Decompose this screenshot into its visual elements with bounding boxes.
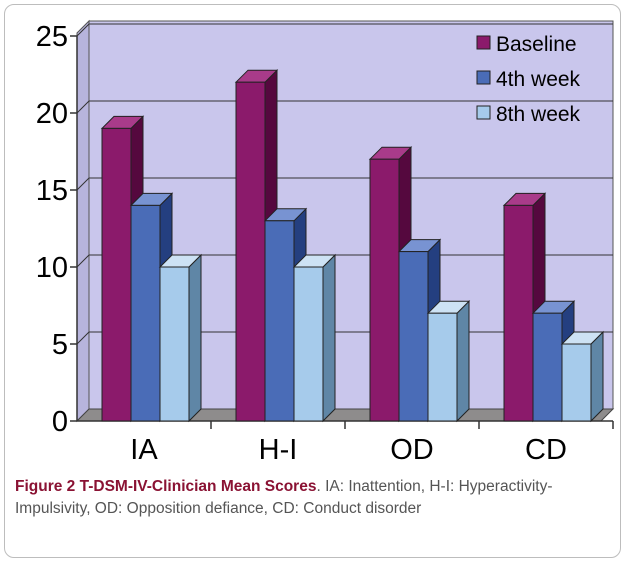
x-tick-label: H-I xyxy=(259,434,298,466)
figure-caption: Figure 2 T-DSM-IV-Clinician Mean Scores.… xyxy=(15,476,613,520)
bar xyxy=(263,207,308,423)
bar-front xyxy=(264,220,295,422)
gridline xyxy=(76,100,613,114)
x-tick-label: CD xyxy=(525,434,567,466)
caption-label: Figure 2 T-DSM-IV-Clinician Mean Scores xyxy=(15,478,317,495)
bar-front xyxy=(503,204,534,422)
plot-side-wall xyxy=(76,19,90,423)
legend: Baseline 4th week 8th week xyxy=(476,33,581,126)
bar xyxy=(292,253,337,423)
legend-label: Baseline xyxy=(496,33,577,56)
bar-front xyxy=(369,158,400,422)
bar-front xyxy=(398,251,429,422)
legend-label: 4th week xyxy=(496,68,581,91)
y-tick-label: 25 xyxy=(36,21,68,53)
bar-chart: 0 5 10 15 20 25 IA H-I OD CD Baseline 4th week 8th w… xyxy=(36,19,615,466)
bar-side xyxy=(188,253,202,423)
legend-swatch xyxy=(476,70,491,85)
bar-front xyxy=(561,343,592,422)
bar-side xyxy=(322,253,336,423)
figure-frame: 0 5 10 15 20 25 IA H-I OD CD Baseline 4th week 8th w… xyxy=(4,4,621,558)
bar-front xyxy=(130,204,161,422)
bar xyxy=(426,299,471,423)
y-tick-label: 0 xyxy=(52,406,68,438)
bar-front xyxy=(235,81,266,422)
y-tick-label: 10 xyxy=(36,252,68,284)
gridline xyxy=(76,177,613,191)
bar-side xyxy=(590,330,604,423)
bar-front xyxy=(532,312,563,422)
y-tick-label: 5 xyxy=(52,329,68,361)
legend-label: 8th week xyxy=(496,103,581,126)
gridline xyxy=(76,23,613,37)
legend-swatch xyxy=(476,105,491,120)
bar-front xyxy=(293,266,324,422)
y-tick-label: 15 xyxy=(36,175,68,207)
y-tick-label: 20 xyxy=(36,98,68,130)
x-tick-label: OD xyxy=(390,434,434,466)
bar-front xyxy=(427,312,458,422)
bar xyxy=(560,330,605,423)
bar-front xyxy=(101,127,132,422)
bar-side xyxy=(456,299,470,423)
caption-text: . IA: Inattention, H-I: Hyperactivity-Im… xyxy=(15,478,553,517)
bar xyxy=(158,253,203,423)
x-tick-label: IA xyxy=(130,434,158,466)
bar-front xyxy=(159,266,190,422)
legend-swatch xyxy=(476,35,491,50)
